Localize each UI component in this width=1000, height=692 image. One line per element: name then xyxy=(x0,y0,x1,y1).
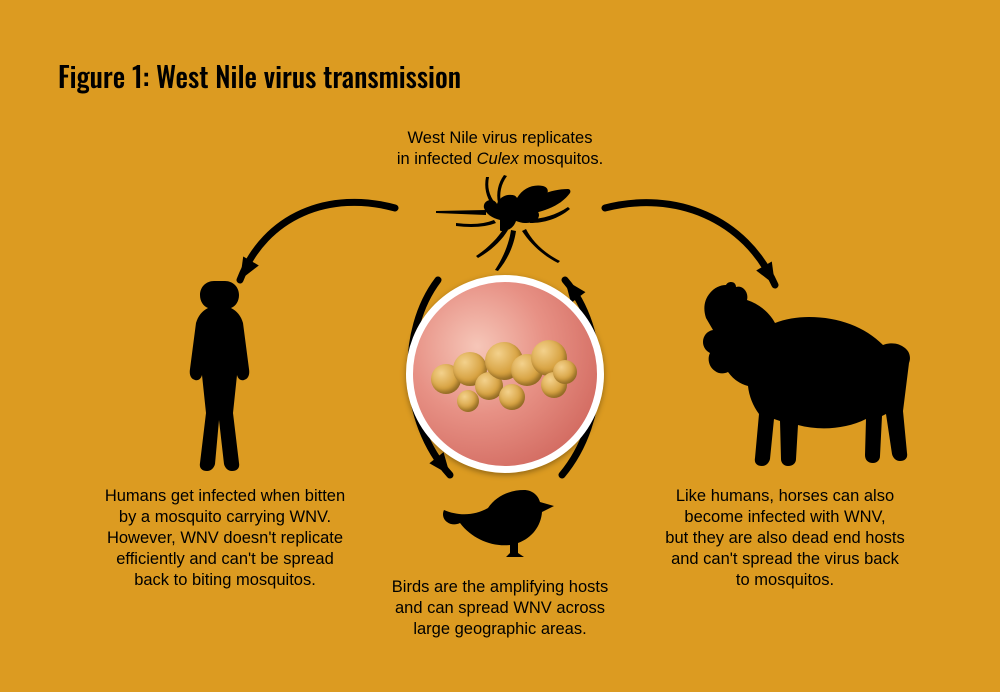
mosquito-label: West Nile virus replicatesin infected Cu… xyxy=(350,128,650,170)
human-label: Humans get infected when bittenby a mosq… xyxy=(85,486,365,592)
figure-canvas: Figure 1: West Nile virus transmission xyxy=(0,0,1000,692)
mosquito-icon xyxy=(430,175,575,275)
arrow-mosquito-to-horse xyxy=(605,203,775,285)
virus-particle-icon xyxy=(457,390,479,412)
bird-label: Birds are the amplifying hostsand can sp… xyxy=(355,577,645,640)
horse-icon xyxy=(672,282,910,468)
bird-icon xyxy=(442,482,560,562)
virus-particle-icon xyxy=(553,360,577,384)
arrow-mosquito-to-human xyxy=(240,202,395,280)
virus-microscopy-icon xyxy=(406,275,604,473)
virus-particle-icon xyxy=(499,384,525,410)
human-icon xyxy=(180,278,270,473)
horse-label: Like humans, horses can alsobecome infec… xyxy=(645,486,925,592)
